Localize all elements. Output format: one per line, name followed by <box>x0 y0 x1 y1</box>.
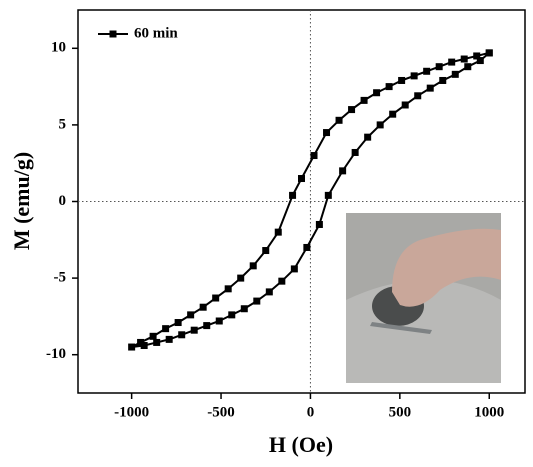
data-point <box>448 58 456 66</box>
data-point <box>373 89 381 97</box>
data-point <box>376 121 384 129</box>
data-point <box>451 70 459 78</box>
x-tick-label: 500 <box>389 404 412 420</box>
data-point <box>149 332 157 340</box>
data-point <box>426 84 434 92</box>
photo-finger <box>392 228 501 307</box>
x-tick-label: 0 <box>307 404 315 420</box>
data-point <box>215 317 223 325</box>
data-point <box>187 311 195 319</box>
photo-film <box>370 322 432 334</box>
data-point <box>178 331 186 339</box>
data-point <box>360 96 368 104</box>
x-tick-label: -500 <box>207 404 235 420</box>
data-point <box>224 285 232 293</box>
data-point <box>289 191 297 199</box>
data-point <box>303 243 311 251</box>
y-tick-label: -5 <box>54 270 67 286</box>
y-tick-label: 0 <box>59 193 67 209</box>
data-point <box>398 76 406 84</box>
data-point <box>153 338 161 346</box>
data-point <box>203 322 211 330</box>
y-tick-label: 10 <box>51 40 66 56</box>
data-point <box>128 343 136 351</box>
data-point <box>212 294 220 302</box>
data-point <box>351 148 359 156</box>
data-point <box>339 167 347 175</box>
data-point <box>464 63 472 71</box>
x-tick-label: -1000 <box>114 404 149 420</box>
data-point <box>228 311 236 319</box>
legend-marker <box>109 30 117 38</box>
data-point <box>165 335 173 343</box>
data-point <box>137 338 145 346</box>
data-point <box>240 305 248 313</box>
data-point <box>162 325 170 333</box>
y-tick-label: 5 <box>59 116 67 132</box>
data-point <box>174 319 182 327</box>
data-point <box>473 52 481 60</box>
inset-photo <box>346 213 501 383</box>
data-point <box>324 191 332 199</box>
y-tick-label: -10 <box>46 346 66 362</box>
data-point <box>290 265 298 273</box>
data-point <box>385 83 393 91</box>
data-point <box>335 116 343 124</box>
x-tick-label: 1000 <box>474 404 504 420</box>
data-point <box>262 247 270 255</box>
data-point <box>190 326 198 334</box>
data-point <box>278 277 286 285</box>
data-point <box>298 175 305 183</box>
data-point <box>237 274 245 282</box>
data-point <box>249 262 257 270</box>
data-point <box>364 133 372 141</box>
data-point <box>423 67 431 75</box>
data-point <box>253 297 261 305</box>
data-point <box>435 63 443 71</box>
data-point <box>348 106 356 114</box>
data-point <box>389 110 397 118</box>
data-point <box>439 76 447 84</box>
data-point <box>274 228 282 236</box>
data-point <box>265 288 273 296</box>
legend-label: 60 min <box>134 25 178 41</box>
data-point <box>414 92 422 100</box>
data-point <box>476 57 484 65</box>
data-point <box>401 101 409 109</box>
y-axis-title: M (emu/g) <box>9 152 34 250</box>
data-point <box>410 72 418 80</box>
x-axis-title: H (Oe) <box>269 432 333 457</box>
data-point <box>315 220 323 228</box>
data-point <box>140 342 148 350</box>
data-point <box>460 55 468 63</box>
data-point <box>199 303 207 311</box>
data-point <box>485 49 493 57</box>
data-point <box>323 129 331 137</box>
data-point <box>310 152 318 160</box>
